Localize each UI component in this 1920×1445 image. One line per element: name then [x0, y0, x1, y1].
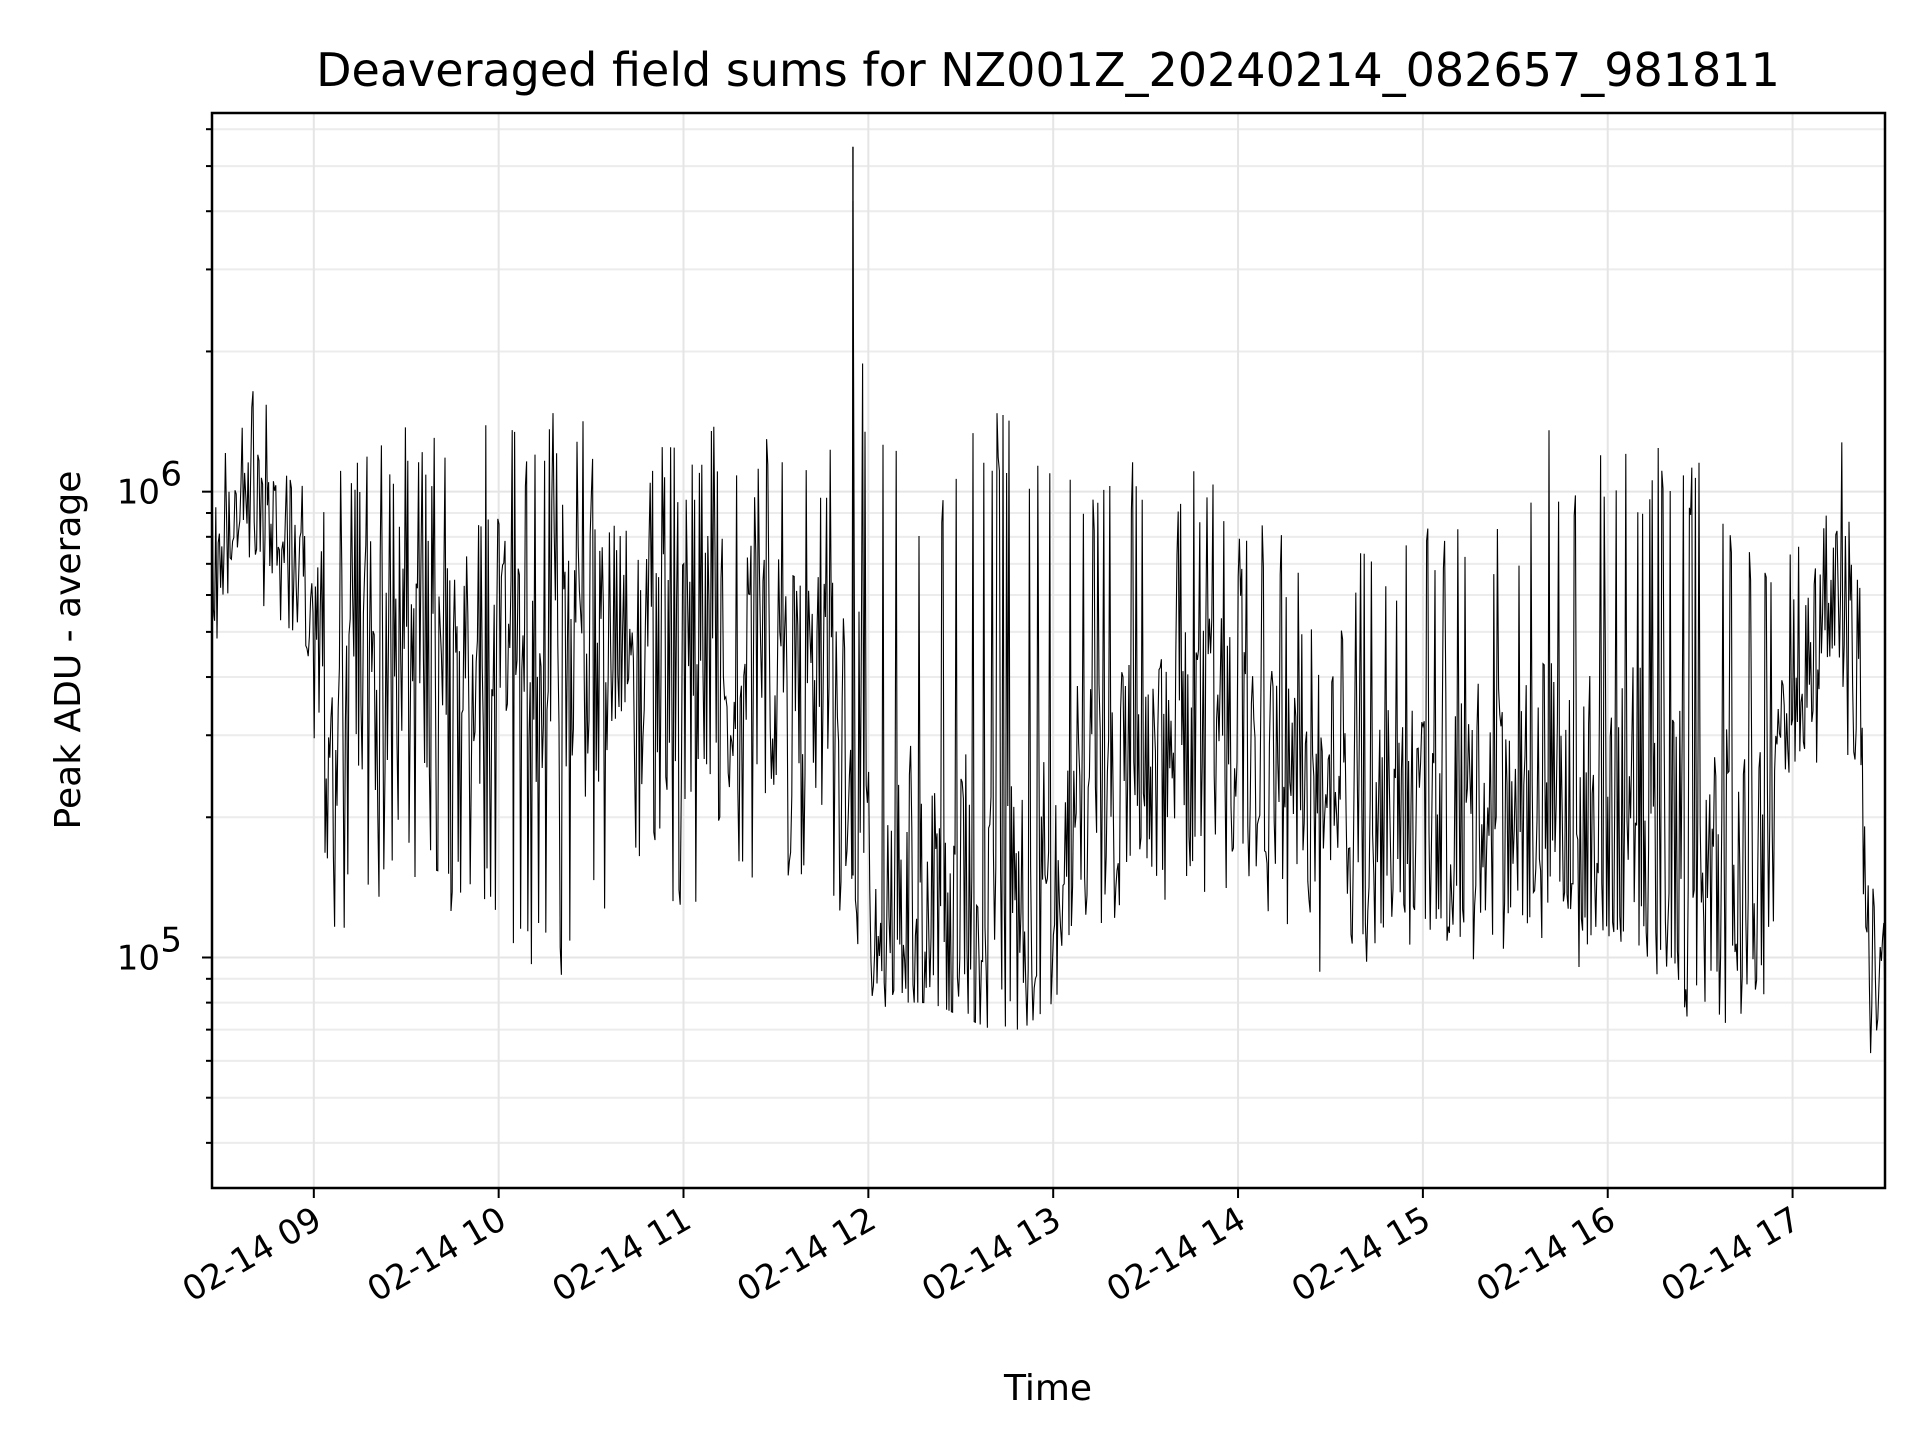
- y-tick-exponent: 5: [160, 920, 182, 960]
- x-tick-label: 02-14 13: [915, 1199, 1067, 1310]
- y-tick-label: 10: [117, 473, 160, 513]
- x-tick-label: 02-14 10: [361, 1199, 513, 1310]
- series-line: [211, 200, 1886, 1054]
- x-tick-label: 02-14 12: [730, 1199, 882, 1310]
- grid-layer: [212, 113, 1885, 1188]
- plot-frame: [210, 111, 1887, 1190]
- x-tick-label: 02-14 15: [1285, 1199, 1437, 1310]
- y-tick-label: 10: [117, 938, 160, 978]
- x-tick-label: 02-14 14: [1100, 1199, 1252, 1310]
- x-tick-label: 02-14 17: [1655, 1199, 1807, 1310]
- chart-title: Deaveraged field sums for NZ001Z_2024021…: [316, 43, 1780, 97]
- x-axis-label: Time: [1003, 1368, 1092, 1409]
- x-tick-label: 02-14 09: [176, 1199, 328, 1310]
- x-tick-label: 02-14 11: [546, 1199, 698, 1310]
- x-tick-label: 02-14 16: [1470, 1199, 1622, 1310]
- y-axis-label: Peak ADU - average: [48, 471, 89, 830]
- series-layer: [211, 146, 1886, 1054]
- y-tick-exponent: 6: [160, 455, 182, 495]
